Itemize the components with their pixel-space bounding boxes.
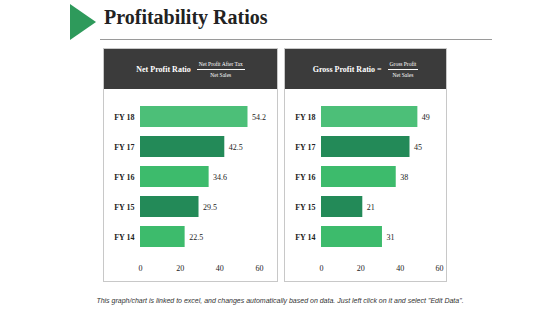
html-text:Net Profit After Tax: Net Profit After Tax [198, 60, 243, 67]
svg-text:FY 14: FY 14 [114, 233, 134, 242]
svg-text:40: 40 [396, 264, 404, 273]
svg-text:FY 15: FY 15 [114, 203, 134, 212]
html-text:Net Sales: Net Sales [392, 71, 414, 78]
svg-text:20: 20 [176, 264, 184, 273]
svg-text:20: 20 [357, 264, 365, 273]
svg-text:38: 38 [400, 173, 408, 182]
html-text:This graph/chart is linked to: This graph/chart is linked to excel, and… [96, 297, 464, 304]
svg-text:FY 18: FY 18 [114, 113, 134, 122]
svg-text:34.6: 34.6 [213, 173, 227, 182]
svg-text:60: 60 [256, 264, 264, 273]
html-text:Net Sales: Net Sales [210, 71, 232, 78]
svg-text:54.2: 54.2 [252, 113, 266, 122]
svg-text:FY 17: FY 17 [295, 143, 315, 152]
svg-text:FY 15: FY 15 [295, 203, 315, 212]
svg-text:FY 17: FY 17 [114, 143, 134, 152]
svg-text:22.5: 22.5 [189, 233, 203, 242]
svg-text:29.5: 29.5 [203, 203, 217, 212]
html-text:Gross Profit: Gross Profit [389, 60, 417, 67]
svg-text:42.5: 42.5 [229, 143, 243, 152]
svg-text:0: 0 [320, 264, 324, 273]
svg-text:31: 31 [386, 233, 394, 242]
html-text:Profitability Ratios: Profitability Ratios [104, 6, 268, 28]
svg-text:0: 0 [139, 264, 143, 273]
svg-text:FY 18: FY 18 [295, 113, 315, 122]
svg-text:FY 14: FY 14 [295, 233, 315, 242]
svg-text:40: 40 [216, 264, 224, 273]
html-text:Net Profit Ratio: Net Profit Ratio [136, 64, 191, 74]
svg-text:FY 16: FY 16 [114, 173, 134, 182]
svg-text:45: 45 [414, 143, 422, 152]
svg-text:49: 49 [422, 113, 430, 122]
html-text:Gross Profit Ratio =: Gross Profit Ratio = [312, 64, 382, 74]
svg-text:FY 16: FY 16 [295, 173, 315, 182]
svg-text:21: 21 [367, 203, 375, 212]
svg-text:60: 60 [436, 264, 444, 273]
